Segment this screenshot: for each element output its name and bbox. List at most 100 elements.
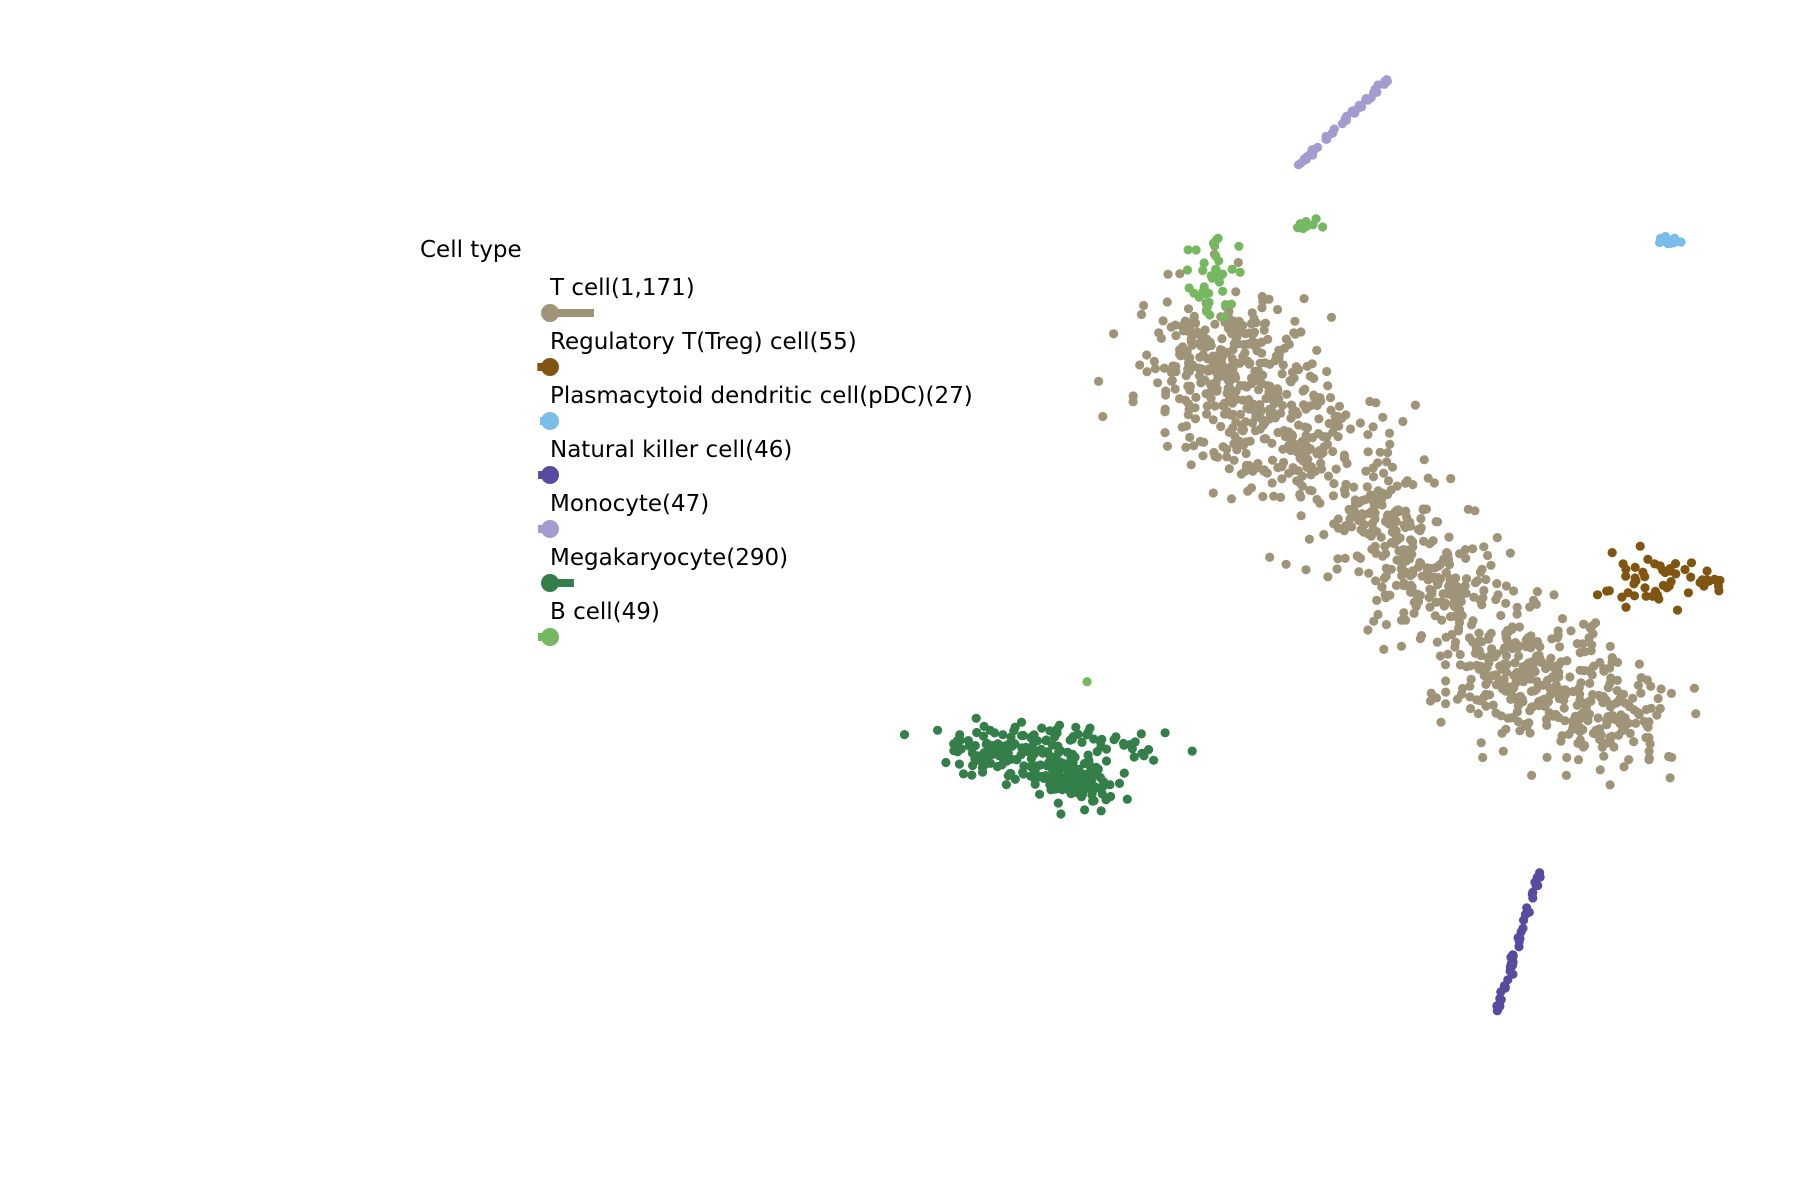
data-point — [1056, 809, 1066, 819]
data-point — [1194, 371, 1204, 381]
data-point — [1184, 324, 1195, 334]
data-point — [1161, 390, 1171, 400]
data-point — [1686, 572, 1696, 582]
data-point — [1219, 312, 1229, 322]
data-point — [1248, 336, 1258, 346]
data-point — [1119, 740, 1129, 750]
data-point — [964, 741, 974, 751]
data-point — [1101, 795, 1111, 805]
data-point — [1267, 478, 1277, 488]
data-point — [1481, 574, 1491, 585]
data-point — [1313, 142, 1323, 152]
data-point — [1293, 160, 1304, 170]
data-point — [1109, 329, 1119, 339]
data-point — [1444, 532, 1454, 542]
data-point — [1229, 439, 1239, 449]
data-point — [1349, 506, 1359, 516]
data-point — [1474, 628, 1484, 638]
data-point — [1045, 726, 1055, 736]
data-point — [1006, 732, 1016, 742]
data-point — [1278, 444, 1288, 454]
data-point — [1036, 771, 1046, 782]
data-point — [1595, 765, 1605, 775]
data-point — [1277, 462, 1287, 472]
data-point — [1431, 693, 1442, 703]
data-point — [1339, 453, 1350, 463]
data-point — [1345, 424, 1356, 434]
data-point — [1328, 446, 1338, 457]
data-point — [1653, 693, 1663, 704]
legend-label: Plasmacytoid dendritic cell(pDC)(27) — [550, 383, 973, 409]
data-point — [1423, 473, 1433, 483]
data-point — [1512, 609, 1522, 619]
data-point — [1499, 981, 1510, 991]
data-point — [1484, 658, 1494, 668]
data-point — [967, 748, 978, 758]
data-point — [1464, 633, 1475, 643]
data-point — [1318, 432, 1328, 442]
data-point — [1650, 559, 1660, 569]
data-point — [1618, 559, 1628, 569]
legend-dot-marker — [541, 628, 559, 646]
data-point — [1071, 722, 1081, 732]
data-point — [1495, 993, 1505, 1004]
data-point — [1479, 542, 1489, 552]
data-point — [1371, 548, 1381, 559]
data-point — [1396, 564, 1406, 574]
data-point — [1277, 369, 1287, 379]
data-point — [1208, 238, 1218, 248]
data-point — [1383, 476, 1394, 486]
data-point — [1276, 492, 1286, 502]
data-point — [1314, 414, 1324, 424]
data-point — [1607, 548, 1617, 558]
data-point — [1312, 400, 1322, 411]
data-point — [1640, 583, 1650, 593]
data-point — [1607, 700, 1617, 710]
data-point — [1260, 318, 1271, 328]
legend-item: Monocyte(47) — [537, 491, 709, 538]
data-point — [1573, 738, 1583, 749]
data-point — [1291, 406, 1301, 416]
data-point — [1301, 565, 1311, 575]
data-point — [1379, 468, 1389, 478]
data-point — [1295, 489, 1305, 500]
data-point — [1184, 366, 1194, 376]
data-point — [1686, 558, 1697, 568]
data-point — [1501, 581, 1511, 591]
data-point — [1455, 549, 1465, 559]
data-point — [1241, 437, 1251, 447]
data-point — [1010, 722, 1020, 732]
data-point — [1129, 752, 1139, 762]
data-point — [1142, 350, 1152, 360]
data-point — [1505, 966, 1515, 976]
data-point — [1337, 413, 1347, 423]
data-point — [1446, 474, 1456, 484]
legend-label: B cell(49) — [550, 599, 660, 625]
data-point — [1160, 728, 1170, 738]
data-point — [1416, 514, 1426, 524]
legend-item: Regulatory T(Treg) cell(55) — [537, 329, 857, 376]
data-point — [1422, 567, 1432, 577]
data-point — [1251, 317, 1261, 328]
data-point — [1532, 587, 1542, 597]
data-point — [1650, 586, 1660, 597]
data-point — [1441, 676, 1451, 686]
data-point — [1142, 367, 1152, 377]
data-point — [1267, 455, 1278, 465]
legend-label: Natural killer cell(46) — [550, 437, 792, 463]
data-point — [1407, 549, 1417, 559]
data-point — [1163, 269, 1173, 279]
data-point — [1055, 746, 1066, 756]
data-point — [1030, 779, 1040, 789]
data-point — [1474, 664, 1484, 674]
data-point — [1472, 576, 1483, 586]
data-point — [1082, 730, 1092, 740]
data-point — [1225, 323, 1235, 333]
data-point — [1383, 448, 1393, 458]
data-point — [1026, 754, 1036, 764]
data-point — [1454, 623, 1464, 633]
data-point — [1510, 658, 1520, 668]
data-point — [1306, 470, 1316, 480]
data-point — [1239, 339, 1249, 350]
data-point — [1250, 462, 1260, 472]
